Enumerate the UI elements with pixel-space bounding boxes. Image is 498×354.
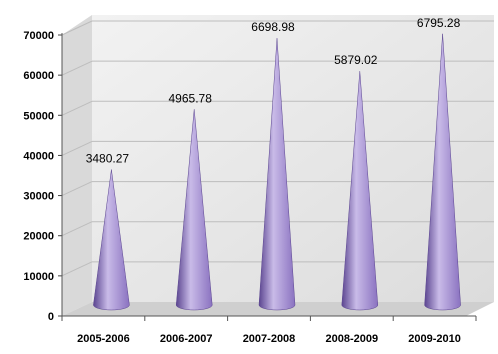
y-tick-label: 0 — [48, 311, 54, 323]
gridline-side — [61, 221, 93, 237]
cone-bar — [175, 109, 213, 311]
cone-body — [175, 109, 213, 311]
cone-bar — [341, 71, 379, 311]
cone-bar — [93, 169, 130, 311]
x-tick-label: 2006-2007 — [160, 333, 213, 345]
y-tick-label: 50000 — [23, 110, 54, 122]
gridline-side — [61, 100, 93, 116]
x-tick-label: 2009-2010 — [408, 333, 461, 345]
data-label: 3480.27 — [86, 151, 130, 165]
data-label: 4965.78 — [169, 91, 213, 105]
cone-body — [258, 38, 296, 311]
gridlines — [61, 20, 494, 277]
y-tick-label: 70000 — [23, 30, 54, 42]
cone-bar — [258, 38, 296, 311]
side-wall — [62, 15, 92, 316]
x-tick-label: 2007-2008 — [243, 333, 296, 345]
y-tick-label: 20000 — [23, 231, 54, 243]
gridline-side — [61, 261, 93, 277]
gridline-side — [61, 20, 93, 36]
data-label: 6698.98 — [251, 20, 295, 34]
cone-bar — [424, 33, 461, 311]
data-labels: 3480.27 4965.78 6698.98 5879.02 6795.28 — [86, 16, 461, 166]
y-tick-label: 60000 — [23, 70, 54, 82]
cone-series — [93, 33, 461, 311]
y-tick-label: 40000 — [23, 150, 54, 162]
x-tick-label: 2008-2009 — [325, 333, 378, 345]
cone-body — [424, 33, 461, 311]
gridline-side — [61, 140, 93, 156]
data-label: 6795.28 — [417, 16, 461, 30]
y-tick-label: 10000 — [23, 271, 54, 283]
cone-body — [341, 71, 379, 311]
x-tick-label: 2005-2006 — [77, 333, 130, 345]
cone-body — [93, 169, 130, 311]
axes: 0 10000 20000 30000 40000 50000 60000 70000 2005… — [23, 30, 477, 345]
gridline-side — [61, 181, 93, 197]
data-label: 5879.02 — [334, 53, 378, 67]
y-tick-label: 30000 — [23, 191, 54, 203]
gridline-side — [61, 60, 93, 76]
